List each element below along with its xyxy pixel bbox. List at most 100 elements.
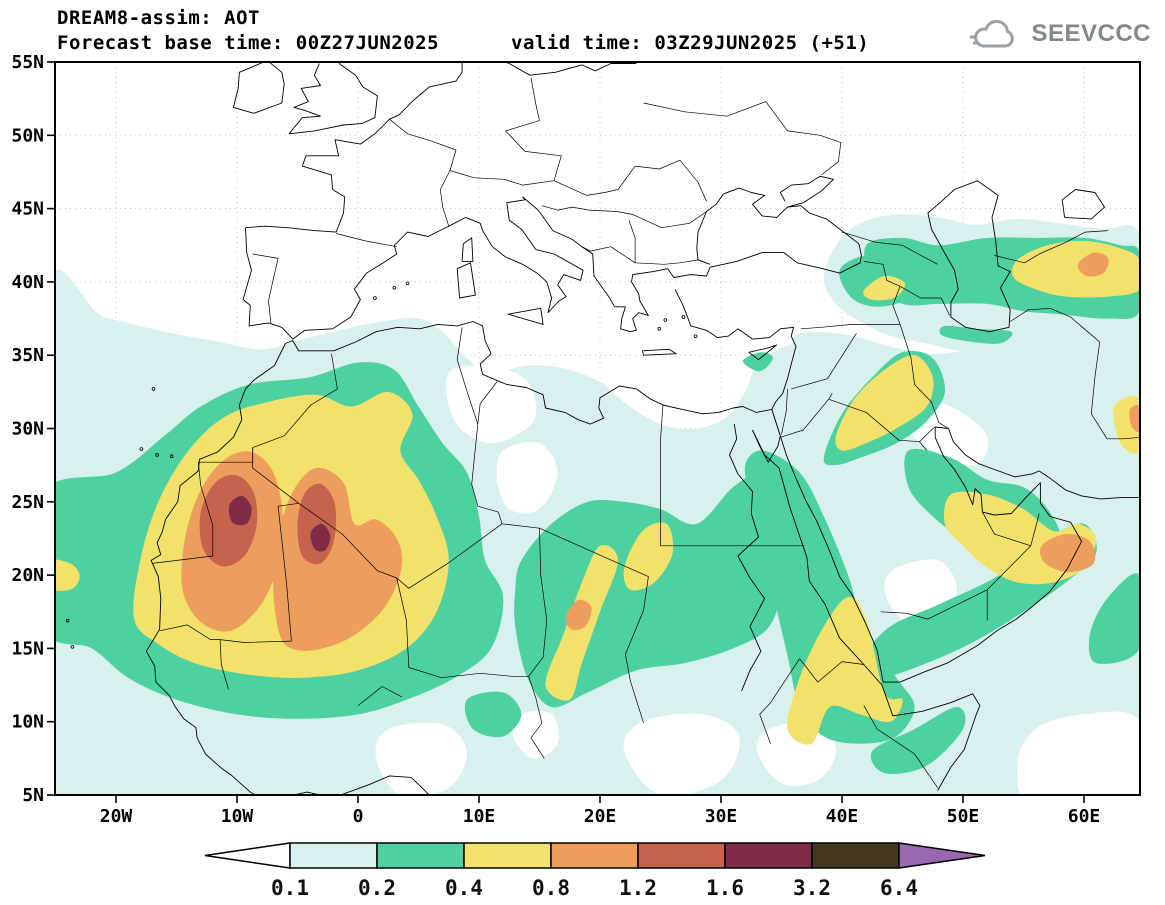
coastline [291, 775, 430, 795]
lon-tick-label: 20E [584, 806, 617, 827]
colorbar-right-arrow [898, 842, 986, 869]
lat-tick-label: 25N [11, 492, 44, 513]
island [693, 334, 698, 338]
colorbar-segment [376, 842, 465, 869]
aot-region-level-0.8 [1077, 252, 1109, 277]
country-border [679, 159, 707, 202]
aot-region-level-0 [1017, 711, 1140, 795]
colorbar-label: 1.6 [706, 876, 744, 900]
country-border [982, 511, 1031, 547]
colorbar-segment [637, 842, 726, 869]
colorbar: 0.1 0.2 0.4 0.8 1.2 1.6 3.2 6.4 [204, 842, 986, 900]
lat-tick-label: 45N [11, 199, 44, 220]
coastline [232, 62, 285, 114]
country-border [357, 686, 402, 706]
country-border [1090, 341, 1140, 440]
lat-tick-label: 5N [22, 785, 44, 806]
aot-region-level-0.2 [870, 707, 966, 774]
lon-tick-label: 50E [947, 806, 980, 827]
island [373, 296, 377, 300]
colorbar-segment [463, 842, 552, 869]
coastline [465, 196, 584, 314]
country-border [899, 324, 949, 429]
lat-tick-label: 15N [11, 638, 44, 659]
country-border [841, 231, 938, 265]
country-border [828, 398, 927, 451]
country-border [863, 261, 901, 287]
country-border [581, 246, 699, 265]
lon-tick-label: 30E [705, 806, 738, 827]
coastline [502, 62, 637, 76]
coastline [748, 344, 778, 361]
island [681, 315, 686, 319]
island [70, 645, 75, 649]
coastline [1061, 189, 1106, 220]
country-border [625, 576, 649, 724]
island [392, 285, 397, 290]
coastline [641, 348, 677, 356]
country-border [389, 118, 457, 171]
country-border [152, 462, 214, 564]
island [65, 618, 70, 623]
colorbar-label: 0.2 [358, 876, 396, 900]
island [155, 453, 159, 457]
country-border [252, 253, 279, 323]
aot-region-level-0 [375, 722, 467, 795]
colorbar-label: 1.2 [619, 876, 657, 900]
country-border [628, 220, 636, 263]
aot-contour-fills [55, 214, 1140, 795]
country-border [863, 705, 938, 788]
map-frame-axes: 5N 10N 15N 20N 25N 30N 35N 40N 45N 50N 55N 20W 10W 0 1… [11, 52, 1141, 827]
aot-region-level-0.2 [1088, 573, 1140, 664]
coastline [779, 427, 1083, 683]
coastline [145, 288, 797, 795]
country-border [505, 78, 562, 181]
coastline [288, 62, 378, 135]
aot-region-level-0.2 [742, 352, 774, 372]
colorbar-segment [550, 842, 639, 869]
aot-region-level-1.6 [228, 495, 252, 526]
country-border [800, 324, 901, 330]
country-border [632, 211, 707, 229]
colorbar-segment [724, 842, 813, 869]
island [139, 447, 144, 451]
map-subtitle: Forecast base time: 00Z27JUN2025 valid ti… [57, 31, 869, 56]
country-border [880, 589, 988, 621]
lon-tick-label: 10E [463, 806, 496, 827]
aot-region-level-0.4 [863, 275, 906, 301]
seevccc-cloud-icon [970, 19, 1015, 48]
coastline [696, 187, 862, 265]
coastline [779, 175, 834, 208]
country-border [439, 170, 555, 227]
aot-region-level-0 [512, 711, 559, 759]
coastline [456, 262, 476, 299]
country-border [528, 528, 548, 677]
seevccc-logo: SEEVCCC [968, 16, 1151, 52]
coastline [935, 426, 1140, 500]
aot-region-level-0 [496, 441, 558, 514]
country-border [159, 624, 229, 690]
coastline [729, 424, 766, 692]
aot-region-level-0.8 [1129, 404, 1140, 433]
island [169, 454, 174, 459]
country-border [541, 205, 633, 215]
island [663, 318, 668, 322]
aot-region-level-0.4 [835, 355, 934, 451]
coastline [288, 63, 321, 135]
lon-tick-label: 40E [826, 806, 859, 827]
country-border [252, 447, 503, 589]
colorbar-segment [811, 842, 900, 869]
colorbar-label: 6.4 [880, 876, 918, 900]
colorbar-label: 0.1 [271, 876, 309, 900]
country-border [471, 381, 503, 524]
colorbar-segment [289, 842, 378, 869]
country-border [501, 523, 649, 577]
island [657, 327, 662, 331]
country-border [994, 230, 1109, 264]
forecast-base-time-label: Forecast base time: 00Z27JUN2025 [57, 32, 440, 54]
country-border [899, 285, 951, 316]
country-border [771, 409, 781, 436]
coastline [522, 196, 862, 333]
